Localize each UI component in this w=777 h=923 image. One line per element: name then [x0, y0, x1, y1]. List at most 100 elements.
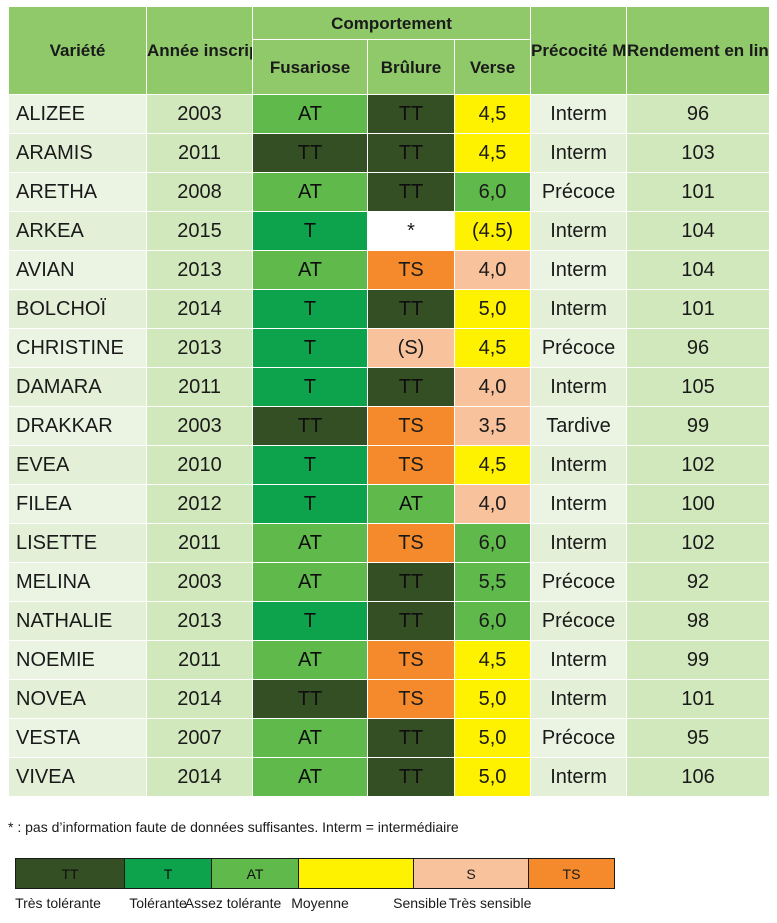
year-cell: 2003 — [146, 406, 253, 446]
variety-name-cell: BOLCHOÏ — [8, 289, 147, 329]
header-comportement: Comportement — [251, 6, 532, 40]
header-variete: Variété — [8, 6, 147, 95]
verse-cell: 6,0 — [453, 601, 532, 641]
yield-cell: 98 — [626, 601, 771, 641]
fusariose-cell: AT — [252, 562, 368, 602]
fusariose-cell: AT — [252, 718, 368, 758]
variety-name-cell: AVIAN — [8, 250, 147, 290]
brulure-cell: TS — [367, 523, 455, 563]
year-cell: 2003 — [146, 562, 253, 602]
yield-cell: 103 — [626, 133, 771, 173]
header-verse: Verse — [453, 39, 532, 95]
verse-cell: 4,0 — [453, 367, 532, 407]
yield-cell: 101 — [626, 679, 771, 719]
variety-name-cell: DRAKKAR — [8, 406, 147, 446]
year-cell: 2013 — [146, 601, 253, 641]
yield-cell: 105 — [626, 367, 771, 407]
fusariose-cell: AT — [252, 172, 368, 212]
variety-table: Variété Année inscription Comportement P… — [8, 6, 771, 797]
yield-cell: 99 — [626, 640, 771, 680]
year-cell: 2013 — [146, 328, 253, 368]
maturity-cell: Interm — [530, 640, 628, 680]
year-cell: 2011 — [146, 523, 253, 563]
legend-swatch — [298, 858, 413, 889]
variety-name-cell: CHRISTINE — [8, 328, 147, 368]
verse-cell: 5,0 — [453, 679, 532, 719]
fusariose-cell: AT — [252, 94, 368, 134]
year-cell: 2011 — [146, 133, 253, 173]
table-row: NOVEA 2014 TT TS 5,0 Interm 101 — [8, 679, 771, 719]
legend: TT T AT S TS Très tolérante Tolérante Assez to… — [15, 858, 615, 915]
maturity-cell: Précoce — [530, 562, 628, 602]
fusariose-cell: T — [252, 289, 368, 329]
yield-cell: 95 — [626, 718, 771, 758]
fusariose-cell: T — [252, 328, 368, 368]
maturity-cell: Interm — [530, 250, 628, 290]
fusariose-cell: AT — [252, 757, 368, 797]
header-precocite: Précocité Maturité — [530, 6, 628, 95]
table-row: ARAMIS 2011 TT TT 4,5 Interm 103 — [8, 133, 771, 173]
table-row: AVIAN 2013 AT TS 4,0 Interm 104 — [8, 250, 771, 290]
table-row: NATHALIE 2013 T TT 6,0 Précoce 98 — [8, 601, 771, 641]
brulure-cell: TT — [367, 94, 455, 134]
yield-cell: 100 — [626, 484, 771, 524]
fusariose-cell: T — [252, 484, 368, 524]
year-cell: 2010 — [146, 445, 253, 485]
verse-cell: 4,0 — [453, 484, 532, 524]
brulure-cell: * — [367, 211, 455, 251]
variety-name-cell: MELINA — [8, 562, 147, 602]
year-cell: 2015 — [146, 211, 253, 251]
legend-labels: Très tolérante Tolérante Assez tolérante Mo… — [15, 895, 615, 915]
variety-table-container: Variété Année inscription Comportement P… — [8, 6, 771, 797]
maturity-cell: Interm — [530, 523, 628, 563]
year-cell: 2011 — [146, 367, 253, 407]
verse-cell: 5,5 — [453, 562, 532, 602]
maturity-cell: Interm — [530, 367, 628, 407]
variety-name-cell: NATHALIE — [8, 601, 147, 641]
verse-cell: 4,0 — [453, 250, 532, 290]
yield-cell: 104 — [626, 211, 771, 251]
brulure-cell: TT — [367, 601, 455, 641]
yield-cell: 102 — [626, 445, 771, 485]
variety-name-cell: NOEMIE — [8, 640, 147, 680]
yield-cell: 96 — [626, 94, 771, 134]
table-row: LISETTE 2011 AT TS 6,0 Interm 102 — [8, 523, 771, 563]
table-row: FILEA 2012 T AT 4,0 Interm 100 — [8, 484, 771, 524]
fusariose-cell: TT — [252, 133, 368, 173]
year-cell: 2011 — [146, 640, 253, 680]
maturity-cell: Interm — [530, 94, 628, 134]
variety-name-cell: ARAMIS — [8, 133, 147, 173]
verse-cell: 4,5 — [453, 445, 532, 485]
year-cell: 2003 — [146, 94, 253, 134]
year-cell: 2012 — [146, 484, 253, 524]
year-cell: 2007 — [146, 718, 253, 758]
brulure-cell: TT — [367, 289, 455, 329]
verse-cell: 6,0 — [453, 172, 532, 212]
maturity-cell: Interm — [530, 679, 628, 719]
fusariose-cell: T — [252, 367, 368, 407]
verse-cell: 5,0 — [453, 718, 532, 758]
brulure-cell: TT — [367, 172, 455, 212]
table-row: VESTA 2007 AT TT 5,0 Précoce 95 — [8, 718, 771, 758]
variety-name-cell: ARETHA — [8, 172, 147, 212]
fusariose-cell: AT — [252, 640, 368, 680]
legend-label: Moyenne — [291, 895, 349, 911]
maturity-cell: Interm — [530, 289, 628, 329]
yield-cell: 92 — [626, 562, 771, 602]
brulure-cell: AT — [367, 484, 455, 524]
variety-table-body: ALIZEE 2003 AT TT 4,5 Interm 96 ARAMIS 2011 TT TT 4… — [8, 94, 771, 797]
yield-cell: 96 — [626, 328, 771, 368]
header-fusariose: Fusariose — [252, 39, 368, 95]
verse-cell: 4,5 — [453, 328, 532, 368]
verse-cell: (4.5) — [453, 211, 532, 251]
maturity-cell: Précoce — [530, 601, 628, 641]
variety-name-cell: VESTA — [8, 718, 147, 758]
brulure-cell: TS — [367, 250, 455, 290]
verse-cell: 4,5 — [453, 133, 532, 173]
year-cell: 2008 — [146, 172, 253, 212]
fusariose-cell: TT — [252, 679, 368, 719]
brulure-cell: (S) — [367, 328, 455, 368]
brulure-cell: TT — [367, 367, 455, 407]
maturity-cell: Précoce — [530, 328, 628, 368]
year-cell: 2014 — [146, 757, 253, 797]
